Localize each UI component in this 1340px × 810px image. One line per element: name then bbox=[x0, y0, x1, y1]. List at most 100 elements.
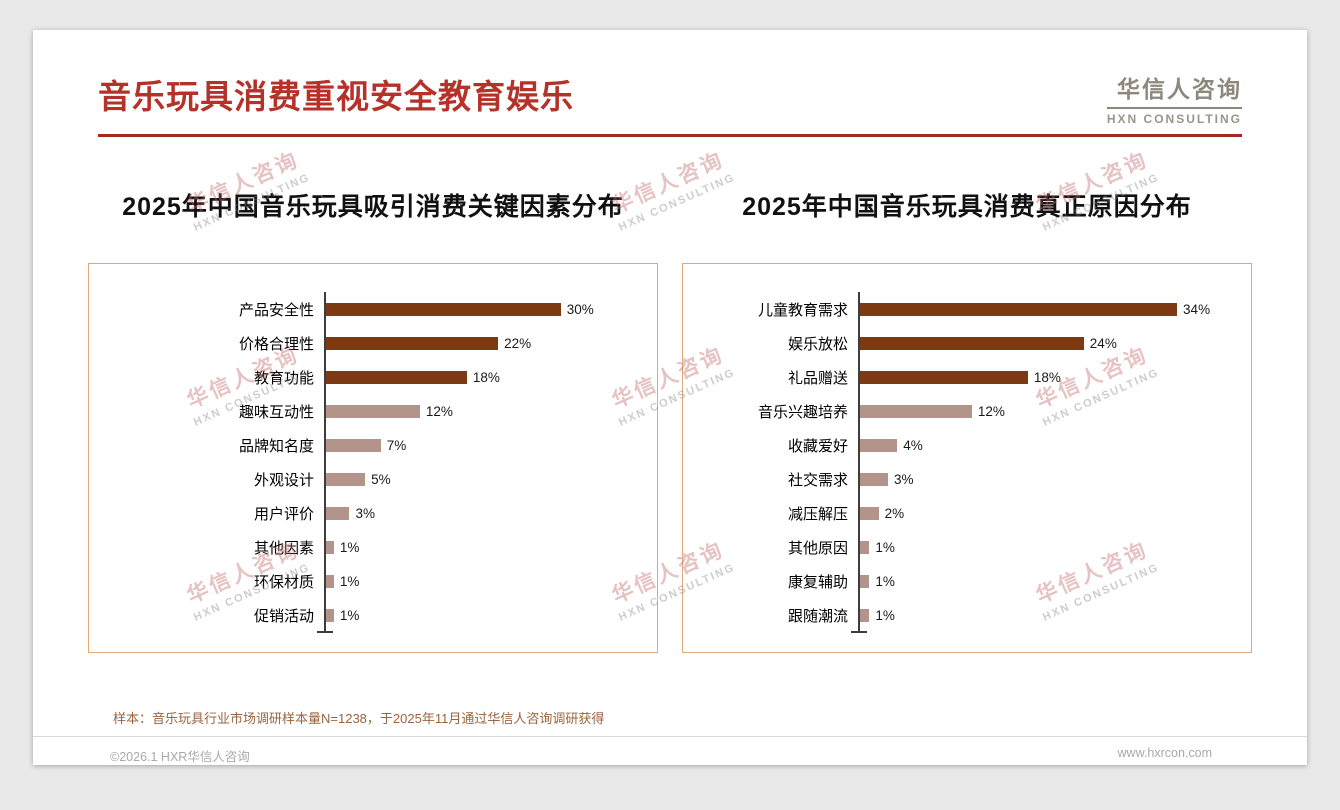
bar-row: 跟随潮流 1% bbox=[683, 598, 1233, 633]
company-logo: 华信人咨询 HXN CONSULTING bbox=[1106, 70, 1242, 126]
value-label: 12% bbox=[425, 403, 453, 419]
category-label: 用户评价 bbox=[253, 505, 314, 523]
category-label: 康复辅助 bbox=[787, 573, 848, 591]
bar-track: 34% bbox=[858, 292, 1233, 326]
bar-row: 产品安全性 30% bbox=[89, 292, 639, 326]
bar bbox=[326, 608, 334, 622]
bar-row: 教育功能 18% bbox=[89, 360, 639, 394]
value-label: 4% bbox=[903, 437, 923, 453]
value-label: 1% bbox=[339, 539, 360, 555]
bar bbox=[326, 574, 334, 588]
bar-row: 康复辅助 1% bbox=[683, 564, 1233, 598]
bar-row: 其他因素 1% bbox=[89, 530, 639, 564]
category-label: 音乐兴趣培养 bbox=[757, 403, 848, 421]
chart-titles-row: 2025年中国音乐玩具吸引消费关键因素分布 2025年中国音乐玩具消费真正原因分… bbox=[33, 187, 1307, 223]
bar bbox=[860, 370, 1028, 384]
category-label: 礼品赠送 bbox=[787, 369, 848, 387]
bar-track: 3% bbox=[324, 496, 639, 530]
bar-track: 12% bbox=[858, 394, 1233, 428]
category-label: 其他原因 bbox=[787, 539, 848, 557]
chart-title-left: 2025年中国音乐玩具吸引消费关键因素分布 bbox=[122, 193, 624, 221]
value-label: 1% bbox=[875, 539, 895, 555]
value-label: 1% bbox=[875, 573, 895, 589]
category-label: 环保材质 bbox=[253, 573, 314, 591]
bar bbox=[860, 506, 879, 520]
bar-row: 用户评价 3% bbox=[89, 496, 639, 530]
value-label: 1% bbox=[339, 573, 360, 589]
bar bbox=[326, 540, 334, 554]
bar-track: 5% bbox=[324, 462, 639, 496]
bar bbox=[860, 302, 1178, 316]
bar bbox=[326, 336, 499, 350]
category-label: 娱乐放松 bbox=[787, 335, 848, 353]
bar-row: 减压解压 2% bbox=[683, 496, 1233, 530]
value-label: 22% bbox=[504, 335, 532, 351]
value-label: 3% bbox=[893, 471, 914, 487]
footer-divider bbox=[33, 736, 1307, 737]
bar-row: 价格合理性 22% bbox=[89, 326, 639, 360]
category-label: 其他因素 bbox=[253, 539, 314, 557]
category-label: 促销活动 bbox=[253, 607, 314, 625]
category-label: 收藏爱好 bbox=[787, 437, 848, 455]
value-label: 12% bbox=[977, 403, 1005, 419]
bar bbox=[326, 506, 350, 520]
chart-title-right: 2025年中国音乐玩具消费真正原因分布 bbox=[742, 193, 1192, 221]
bar-row: 娱乐放松 24% bbox=[683, 326, 1233, 360]
bar-track: 1% bbox=[324, 564, 639, 598]
bar-row: 外观设计 5% bbox=[89, 462, 639, 496]
value-label: 1% bbox=[875, 607, 895, 623]
bar-track: 1% bbox=[851, 598, 1233, 633]
bar-row: 品牌知名度 7% bbox=[89, 428, 639, 462]
value-label: 24% bbox=[1089, 335, 1117, 351]
logo-cn-text: 华信人咨询 bbox=[1106, 70, 1242, 109]
category-label: 减压解压 bbox=[787, 505, 848, 523]
axis-tick bbox=[851, 631, 867, 633]
bar-row: 儿童教育需求 34% bbox=[683, 292, 1233, 326]
bar bbox=[326, 370, 467, 384]
value-label: 18% bbox=[472, 369, 500, 385]
bar bbox=[326, 438, 381, 452]
bar-track: 1% bbox=[858, 530, 1233, 564]
bar-track: 30% bbox=[324, 292, 639, 326]
bar bbox=[326, 302, 561, 316]
chart-left: 产品安全性 30% 价格合理性 22% 教育功能 18% 趣味互动性 12% 品牌知名度 7% 外观… bbox=[88, 263, 658, 653]
bar-track: 1% bbox=[858, 564, 1233, 598]
value-label: 18% bbox=[1033, 369, 1061, 385]
bar-row: 收藏爱好 4% bbox=[683, 428, 1233, 462]
bar-track: 22% bbox=[324, 326, 639, 360]
bar bbox=[860, 336, 1084, 350]
bar-track: 18% bbox=[858, 360, 1233, 394]
value-label: 5% bbox=[371, 471, 391, 487]
bar-row: 其他原因 1% bbox=[683, 530, 1233, 564]
bar-row: 社交需求 3% bbox=[683, 462, 1233, 496]
bar-row: 促销活动 1% bbox=[89, 598, 639, 633]
category-label: 价格合理性 bbox=[238, 335, 314, 353]
copyright-text: ©2026.1 HXR华信人咨询 bbox=[110, 750, 250, 764]
bar bbox=[860, 608, 870, 622]
website-text: www.hxrcon.com bbox=[1117, 746, 1212, 760]
value-label: 30% bbox=[566, 301, 594, 317]
charts-area: 产品安全性 30% 价格合理性 22% 教育功能 18% 趣味互动性 12% 品牌知名度 7% 外观… bbox=[33, 263, 1307, 653]
chart-left-rows: 产品安全性 30% 价格合理性 22% 教育功能 18% 趣味互动性 12% 品牌知名度 7% 外观… bbox=[89, 292, 639, 633]
value-label: 2% bbox=[884, 505, 905, 521]
value-label: 3% bbox=[355, 505, 375, 521]
category-label: 跟随潮流 bbox=[787, 607, 848, 625]
category-label: 产品安全性 bbox=[238, 301, 314, 319]
value-label: 1% bbox=[339, 607, 360, 623]
bar-track: 1% bbox=[317, 598, 639, 633]
category-label: 趣味互动性 bbox=[238, 403, 314, 421]
bar-row: 音乐兴趣培养 12% bbox=[683, 394, 1233, 428]
sample-note: 样本：音乐玩具行业市场调研样本量N=1238，于2025年11月通过华信人咨询调… bbox=[113, 711, 605, 726]
bar-row: 环保材质 1% bbox=[89, 564, 639, 598]
bar-track: 1% bbox=[324, 530, 639, 564]
bar-track: 12% bbox=[324, 394, 639, 428]
bar bbox=[860, 404, 972, 418]
category-label: 儿童教育需求 bbox=[757, 301, 848, 319]
chart-right-rows: 儿童教育需求 34% 娱乐放松 24% 礼品赠送 18% 音乐兴趣培养 12% 收藏爱好 4% 社交… bbox=[683, 292, 1233, 633]
axis-tick bbox=[317, 631, 333, 633]
chart-right: 儿童教育需求 34% 娱乐放松 24% 礼品赠送 18% 音乐兴趣培养 12% 收藏爱好 4% 社交… bbox=[682, 263, 1252, 653]
report-page: 音乐玩具消费重视安全教育娱乐 华信人咨询 HXN CONSULTING 2025… bbox=[33, 30, 1307, 765]
bar bbox=[860, 438, 898, 452]
footer: ©2026.1 HXR华信人咨询 www.hxrcon.com bbox=[33, 737, 1307, 765]
bar bbox=[860, 472, 888, 486]
